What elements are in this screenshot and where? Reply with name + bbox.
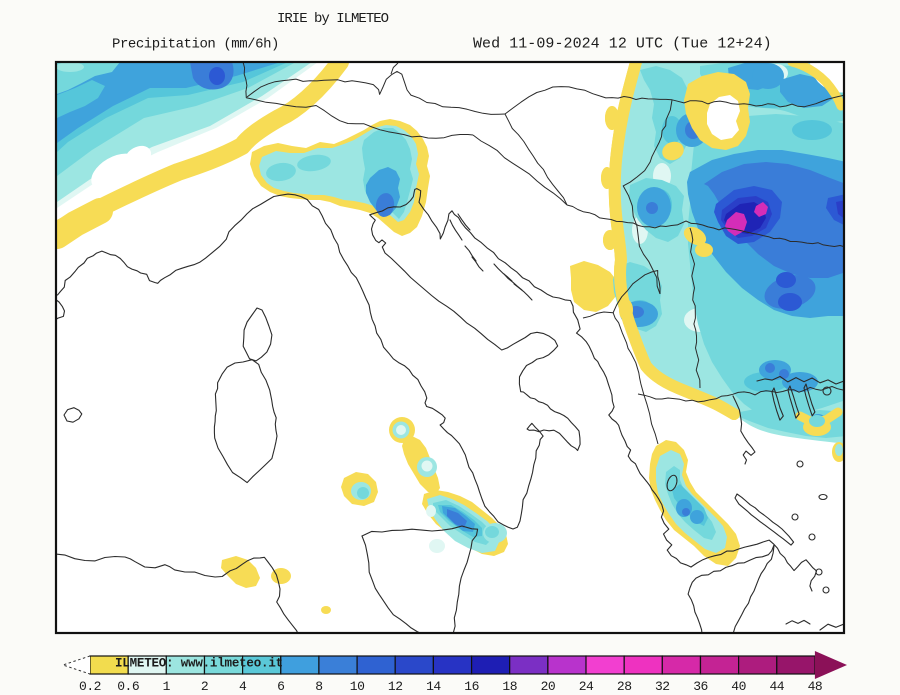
svg-text:1: 1 <box>163 679 171 694</box>
svg-text:24: 24 <box>579 679 594 694</box>
svg-text:0.2: 0.2 <box>79 679 101 694</box>
svg-text:32: 32 <box>655 679 670 694</box>
svg-text:12: 12 <box>388 679 403 694</box>
svg-text:Precipitation (mm/6h): Precipitation (mm/6h) <box>112 37 279 53</box>
svg-text:4: 4 <box>239 679 247 694</box>
svg-text:36: 36 <box>693 679 708 694</box>
svg-text:28: 28 <box>617 679 632 694</box>
svg-text:10: 10 <box>350 679 365 694</box>
svg-text:2: 2 <box>201 679 208 694</box>
svg-text:Wed 11-09-2024 12 UTC (Tue 12+: Wed 11-09-2024 12 UTC (Tue 12+24) <box>473 36 772 53</box>
svg-text:20: 20 <box>541 679 556 694</box>
svg-text:18: 18 <box>502 679 517 694</box>
svg-text:14: 14 <box>426 679 441 694</box>
svg-text:40: 40 <box>731 679 746 694</box>
svg-text:ILMETEO: www.ilmeteo.it: ILMETEO: www.ilmeteo.it <box>115 657 283 671</box>
svg-text:16: 16 <box>464 679 479 694</box>
svg-text:IRIE by ILMETEO: IRIE by ILMETEO <box>277 11 389 27</box>
svg-text:8: 8 <box>315 679 322 694</box>
svg-text:6: 6 <box>277 679 284 694</box>
svg-text:0.6: 0.6 <box>117 679 139 694</box>
svg-text:44: 44 <box>769 679 784 694</box>
svg-text:48: 48 <box>808 679 823 694</box>
